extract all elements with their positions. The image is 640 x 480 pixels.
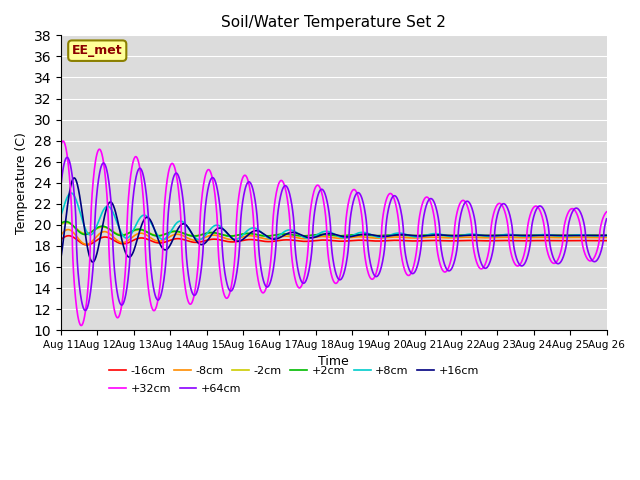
+2cm (179, 230, 187, 236)
+16cm (539, 232, 547, 238)
Legend: +32cm, +64cm: +32cm, +64cm (105, 379, 246, 398)
-8cm (490, 235, 498, 240)
Line: +32cm: +32cm (61, 141, 607, 325)
+8cm (195, 237, 203, 242)
-16cm (603, 238, 611, 243)
+64cm (419, 217, 427, 223)
+16cm (179, 221, 187, 227)
-16cm (57, 237, 65, 242)
+32cm (179, 266, 187, 272)
Line: -16cm: -16cm (61, 236, 607, 245)
+64cm (603, 216, 611, 222)
-2cm (166, 230, 173, 236)
Title: Soil/Water Temperature Set 2: Soil/Water Temperature Set 2 (221, 15, 446, 30)
+16cm (490, 233, 498, 239)
+64cm (539, 205, 547, 211)
+8cm (240, 231, 248, 237)
+64cm (240, 191, 248, 196)
+2cm (190, 233, 198, 239)
-2cm (57, 222, 65, 228)
+2cm (240, 231, 248, 237)
-2cm (63, 220, 70, 226)
-16cm (65, 233, 72, 239)
Line: +8cm: +8cm (61, 193, 607, 240)
Y-axis label: Temperature (C): Temperature (C) (15, 132, 28, 234)
+32cm (166, 164, 173, 170)
+2cm (57, 220, 65, 226)
-16cm (179, 237, 187, 242)
+64cm (179, 198, 187, 204)
+32cm (57, 142, 65, 147)
+16cm (603, 232, 611, 238)
+16cm (89, 259, 97, 265)
X-axis label: Time: Time (319, 355, 349, 369)
-16cm (419, 238, 427, 243)
+64cm (63, 155, 71, 160)
+8cm (57, 213, 65, 218)
Line: +2cm: +2cm (61, 221, 607, 236)
+2cm (166, 229, 173, 235)
-16cm (539, 238, 547, 243)
-8cm (603, 235, 611, 240)
+64cm (166, 194, 173, 200)
+2cm (62, 218, 70, 224)
+8cm (179, 219, 187, 225)
-2cm (539, 232, 547, 238)
+64cm (490, 237, 498, 243)
-8cm (83, 241, 90, 247)
+64cm (57, 182, 65, 188)
+16cm (70, 175, 78, 181)
-2cm (240, 231, 248, 237)
Text: EE_met: EE_met (72, 44, 123, 57)
+32cm (77, 323, 85, 328)
+32cm (539, 215, 547, 221)
-16cm (240, 237, 248, 243)
-8cm (57, 232, 65, 238)
+8cm (419, 233, 427, 239)
+16cm (57, 254, 65, 260)
+2cm (490, 232, 498, 238)
-2cm (419, 232, 427, 238)
+32cm (603, 209, 611, 215)
+16cm (419, 233, 427, 239)
+64cm (81, 308, 89, 313)
-8cm (166, 234, 173, 240)
+16cm (240, 236, 248, 241)
-2cm (603, 232, 611, 238)
-8cm (65, 227, 72, 232)
+2cm (419, 232, 427, 238)
Line: -8cm: -8cm (61, 229, 607, 244)
-8cm (419, 235, 427, 240)
+32cm (490, 208, 498, 214)
-8cm (539, 234, 547, 240)
-2cm (179, 230, 187, 236)
-16cm (83, 242, 91, 248)
+16cm (166, 243, 173, 249)
-2cm (227, 233, 235, 239)
Line: +64cm: +64cm (61, 157, 607, 311)
+8cm (603, 233, 611, 239)
-2cm (490, 232, 498, 238)
-16cm (490, 238, 498, 243)
Line: +16cm: +16cm (61, 178, 607, 262)
+8cm (67, 190, 75, 196)
+32cm (59, 138, 67, 144)
+2cm (539, 232, 547, 238)
+32cm (419, 199, 427, 204)
-16cm (166, 238, 173, 243)
+2cm (603, 232, 611, 238)
+8cm (166, 230, 173, 236)
-8cm (179, 233, 187, 239)
+8cm (490, 233, 498, 239)
Line: -2cm: -2cm (61, 223, 607, 236)
+8cm (539, 232, 547, 238)
+32cm (240, 173, 248, 179)
-8cm (240, 234, 248, 240)
